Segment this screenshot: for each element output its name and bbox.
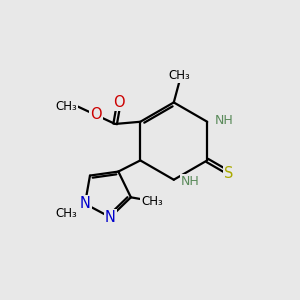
Text: N: N bbox=[80, 196, 90, 211]
Text: NH: NH bbox=[181, 175, 200, 188]
Text: CH₃: CH₃ bbox=[168, 69, 190, 82]
Text: NH: NH bbox=[215, 114, 233, 127]
Text: CH₃: CH₃ bbox=[55, 207, 76, 220]
Text: O: O bbox=[113, 94, 125, 110]
Text: N: N bbox=[105, 210, 116, 225]
Text: S: S bbox=[224, 166, 234, 181]
Text: CH₃: CH₃ bbox=[141, 194, 163, 208]
Text: CH₃: CH₃ bbox=[55, 100, 77, 112]
Text: O: O bbox=[90, 107, 102, 122]
